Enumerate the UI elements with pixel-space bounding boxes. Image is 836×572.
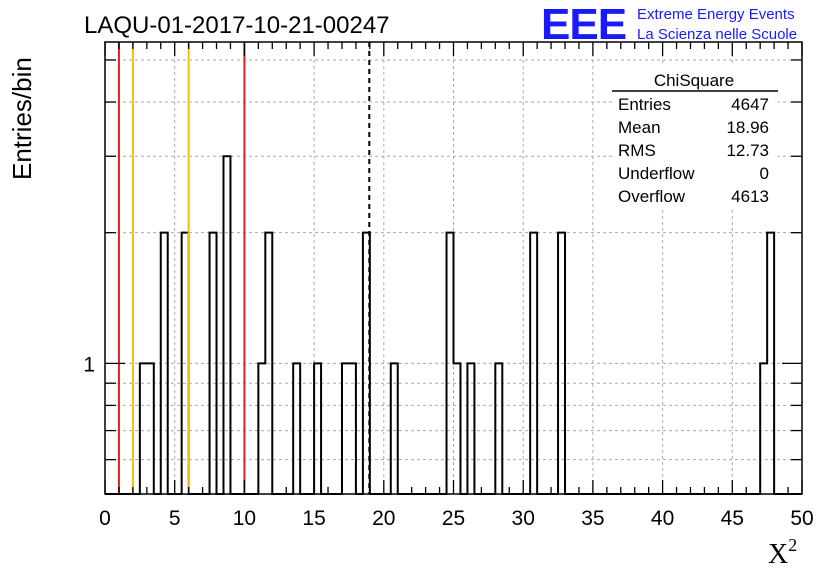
- x-tick-label: 35: [581, 507, 604, 530]
- x-tick-label: 30: [512, 507, 535, 530]
- x-tick-label: 45: [721, 507, 744, 530]
- axis-ticks: [104, 42, 803, 494]
- x-tick-label: 15: [302, 507, 325, 530]
- stats-value: 0: [760, 164, 769, 183]
- eee-logo-line2: La Scienza nelle Scuole: [637, 26, 797, 43]
- histogram-bin: [161, 233, 168, 494]
- x-axis-label-base: X: [768, 539, 788, 570]
- stats-box-title: ChiSquare: [654, 71, 734, 90]
- eee-logo: EEE Extreme Energy Events La Scienza nel…: [541, 0, 797, 49]
- histogram-bin: [454, 363, 461, 494]
- x-tick-labels: 0 5 10 15 20 25 30 35 40 45 50: [99, 507, 814, 530]
- histogram-bin: [391, 363, 398, 494]
- stats-label: RMS: [618, 141, 656, 160]
- stats-value: 4613: [731, 187, 769, 206]
- histogram-bin: [530, 233, 537, 494]
- eee-logo-line1: Extreme Energy Events: [637, 6, 795, 23]
- chart-title: LAQU-01-2017-10-21-00247: [84, 12, 390, 39]
- histogram-bin: [467, 363, 474, 494]
- histogram-bin: [182, 233, 189, 494]
- x-axis-label-sup: 2: [788, 535, 797, 555]
- x-tick-label: 0: [99, 507, 111, 530]
- reference-lines: [117, 42, 371, 494]
- x-tick-label: 40: [651, 507, 674, 530]
- histogram-bin: [140, 363, 147, 494]
- histogram-bin: [293, 363, 300, 494]
- x-axis-label: X2: [768, 535, 797, 570]
- histogram-bin: [495, 363, 502, 494]
- eee-logo-mark: EEE: [541, 0, 626, 49]
- histogram-bin: [147, 363, 154, 494]
- x-tick-label: 25: [442, 507, 465, 530]
- histogram-bin: [265, 233, 272, 494]
- histogram-bin: [767, 233, 774, 494]
- x-tick-label: 5: [169, 507, 181, 530]
- histogram-bin: [447, 233, 454, 494]
- stats-value: 18.96: [726, 118, 769, 137]
- histogram-bin: [342, 363, 349, 494]
- histogram-bin: [349, 363, 356, 494]
- y-tick-labels: 1: [83, 353, 95, 376]
- y-axis-label: Entries/bin: [7, 57, 37, 180]
- stats-label: Entries: [618, 95, 671, 114]
- stats-rows: Entries 4647 Mean 18.96 RMS 12.73 Underflow 0 Ov…: [618, 95, 769, 206]
- histogram-bin: [258, 363, 265, 494]
- stats-label: Overflow: [618, 187, 686, 206]
- histogram-bin: [210, 233, 217, 494]
- stats-label: Underflow: [618, 164, 695, 183]
- x-tick-label: 50: [790, 507, 813, 530]
- stats-box: ChiSquare Entries 4647 Mean 18.96 RMS 12.73 Un…: [612, 66, 778, 208]
- histogram-bin: [558, 233, 565, 494]
- histogram-bin: [223, 156, 230, 494]
- stats-label: Mean: [618, 118, 661, 137]
- x-tick-label: 10: [233, 507, 256, 530]
- stats-box-bg: [612, 66, 778, 208]
- stats-value: 12.73: [726, 141, 769, 160]
- histogram-bin: [314, 363, 321, 494]
- histogram-bin: [760, 363, 767, 494]
- y-tick-label: 1: [83, 353, 95, 376]
- stats-value: 4647: [731, 95, 769, 114]
- x-tick-label: 20: [372, 507, 395, 530]
